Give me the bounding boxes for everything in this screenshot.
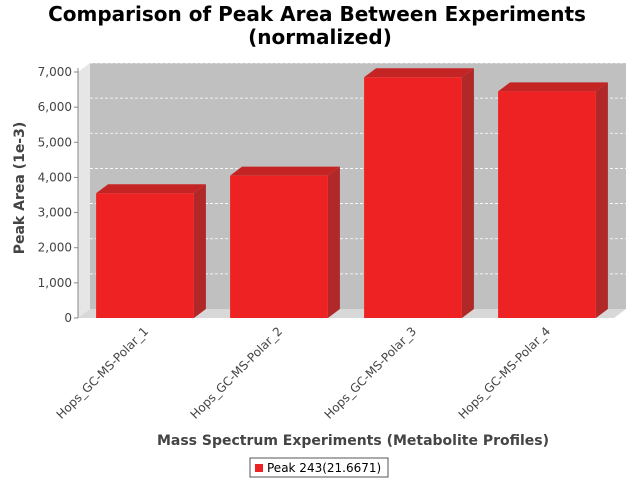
x-tick-label: Hops_GC-MS-Polar_4 (456, 324, 554, 422)
bar-front (96, 193, 194, 318)
bar-side (327, 166, 340, 318)
y-tick-label: 3,000 (38, 206, 72, 220)
bar-top (230, 166, 340, 176)
bar (230, 166, 340, 318)
bar-side (193, 184, 206, 318)
plot-floor (78, 309, 626, 318)
x-tick-label: Hops_GC-MS-Polar_1 (54, 324, 152, 422)
bar-front (364, 77, 462, 319)
y-axis-label: Peak Area (1e-3) (12, 122, 28, 255)
legend-item-label: Peak 243(21.6671) (267, 461, 381, 475)
legend-box (249, 457, 389, 478)
chart-title-line-1: Comparison of Peak Area Between Experime… (48, 2, 586, 26)
y-tick-label: 2,000 (38, 241, 72, 255)
y-tick-label: 0 (64, 311, 72, 325)
plot-left-side (78, 63, 90, 318)
bars (96, 68, 608, 319)
plot-area (78, 62, 626, 319)
y-tick-label: 5,000 (38, 135, 72, 149)
bar (498, 82, 608, 318)
plot-back-wall (90, 63, 626, 309)
chart-title-line-2: (normalized) (248, 25, 392, 49)
y-tick-label: 4,000 (38, 170, 72, 184)
bar-side (595, 82, 608, 318)
y-axis-ticks: 0 1,000 2,000 3,000 4,000 5,000 6,000 7,000 (38, 65, 78, 325)
bar-top (364, 68, 474, 78)
x-tick-label: Hops_GC-MS-Polar_3 (322, 324, 420, 422)
y-tick-label: 1,000 (38, 276, 72, 290)
bar (364, 68, 474, 319)
x-axis-ticks: Hops_GC-MS-Polar_1 Hops_GC-MS-Polar_2 Hops… (54, 324, 554, 422)
bar-top (498, 82, 608, 92)
legend: Peak 243(21.6671) (249, 457, 389, 478)
x-tick-label: Hops_GC-MS-Polar_2 (188, 324, 286, 422)
legend-swatch (255, 464, 263, 472)
bar-side (461, 68, 474, 319)
bar-top (96, 184, 206, 194)
bar-front (498, 91, 596, 318)
y-tick-label: 7,000 (38, 65, 72, 79)
bar-front (230, 175, 328, 318)
bar (96, 184, 206, 318)
x-axis-label: Mass Spectrum Experiments (Metabolite Pr… (157, 433, 549, 449)
y-tick-label: 6,000 (38, 100, 72, 114)
